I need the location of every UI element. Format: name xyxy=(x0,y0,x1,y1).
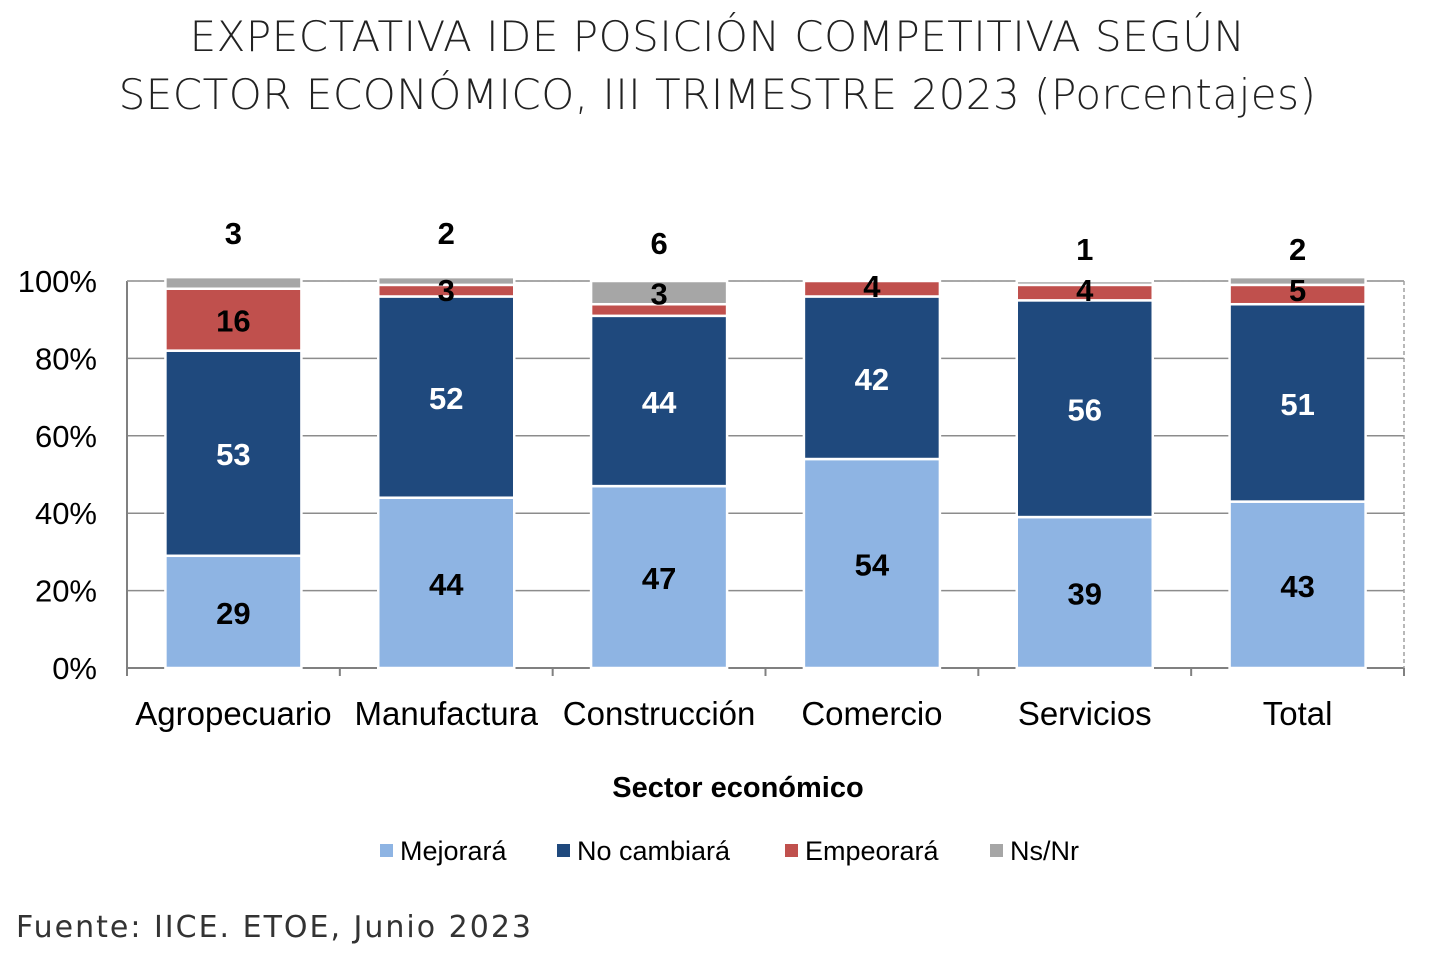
data-label: 5 xyxy=(1289,273,1306,308)
x-axis-title: Sector económico xyxy=(612,772,863,804)
data-label: 44 xyxy=(429,567,464,602)
bar-segment-no-cambiar- xyxy=(589,314,729,488)
bar-segment-no-cambiar- xyxy=(802,295,942,461)
data-label: 51 xyxy=(1280,387,1314,422)
stacked-bar-chart: 0% 20% 40% 60% 80% 100% Agropecuario Manufactur… xyxy=(18,216,1405,866)
bars xyxy=(164,275,1367,670)
bar-segment-mejorar- xyxy=(164,554,303,670)
grid-lines xyxy=(127,280,1404,592)
data-label: 2 xyxy=(438,216,455,251)
bar-segment-no-cambiar- xyxy=(164,349,303,558)
data-label: 4 xyxy=(1076,273,1094,308)
x-tick-label: Manufactura xyxy=(355,695,539,732)
bar-segment-no-cambiar- xyxy=(377,295,516,499)
y-tick-label: 100% xyxy=(18,264,97,299)
bar-segment-ns-nr xyxy=(589,279,729,306)
chart-title: EXPECTATIVA IDE POSICIÓN COMPETITIVA SEG… xyxy=(0,8,1435,124)
data-label: 3 xyxy=(438,273,455,308)
y-tick-label: 20% xyxy=(35,574,97,609)
bar-segment-empeorar- xyxy=(802,279,942,298)
data-label: 44 xyxy=(642,385,677,420)
x-tick-label: Construcción xyxy=(563,695,756,732)
legend-swatch xyxy=(785,844,798,857)
axes: 0% 20% 40% 60% 80% 100% Agropecuario Manufactur… xyxy=(18,264,1405,732)
bar-segment-mejorar- xyxy=(1015,515,1154,670)
x-tick-label: Comercio xyxy=(801,695,942,732)
legend-swatch xyxy=(380,844,393,857)
y-tick-label: 0% xyxy=(52,651,97,686)
bar-segment-mejorar- xyxy=(589,484,729,670)
x-tick-label: Total xyxy=(1263,695,1333,732)
bar-segment-no-cambiar- xyxy=(1015,299,1154,519)
bar-segment-ns-nr xyxy=(164,275,303,290)
data-label: 42 xyxy=(855,362,889,397)
data-label: 16 xyxy=(216,304,250,339)
y-tick-label: 40% xyxy=(35,496,97,531)
legend-label: Mejorará xyxy=(400,836,508,866)
bar-segment-ns-nr xyxy=(1015,279,1154,287)
legend-label: Empeorará xyxy=(805,836,940,866)
data-label: 2 xyxy=(1289,232,1306,267)
legend-label: Ns/Nr xyxy=(1010,836,1079,866)
x-tick-label: Servicios xyxy=(1018,695,1152,732)
bar-segment-ns-nr xyxy=(1228,275,1367,287)
source-note: Fuente: IICE. ETOE, Junio 2023 xyxy=(16,910,534,945)
data-label: 1 xyxy=(1076,232,1093,267)
bar-segment-mejorar- xyxy=(1228,500,1367,670)
y-tick-label: 60% xyxy=(35,419,97,454)
data-label: 54 xyxy=(855,548,890,583)
data-label: 3 xyxy=(225,216,242,251)
x-tick-label: Agropecuario xyxy=(135,695,331,732)
data-label: 29 xyxy=(216,596,250,631)
data-label: 4 xyxy=(863,269,881,304)
legend-swatch xyxy=(557,844,570,857)
data-label: 6 xyxy=(650,226,667,261)
data-label: 39 xyxy=(1068,577,1102,612)
data-label: 52 xyxy=(429,381,463,416)
chart-title-line-2: SECTOR ECONÓMICO, III TRIMESTRE 2023 (Po… xyxy=(118,70,1317,119)
bar-segment-ns-nr xyxy=(377,275,516,287)
data-label: 53 xyxy=(216,437,250,472)
data-label: 47 xyxy=(642,561,676,596)
y-tick-label: 80% xyxy=(35,341,97,376)
legend-label: No cambiará xyxy=(577,836,731,866)
data-label: 3 xyxy=(650,277,667,312)
data-label: 43 xyxy=(1280,569,1314,604)
bar-segment-mejorar- xyxy=(802,457,942,670)
legend-swatch xyxy=(990,844,1003,857)
data-label: 56 xyxy=(1068,393,1102,428)
legend: Mejorará No cambiará Empeorará Ns/Nr xyxy=(380,836,1079,866)
chart-title-line-1: EXPECTATIVA IDE POSICIÓN COMPETITIVA SEG… xyxy=(189,12,1246,61)
